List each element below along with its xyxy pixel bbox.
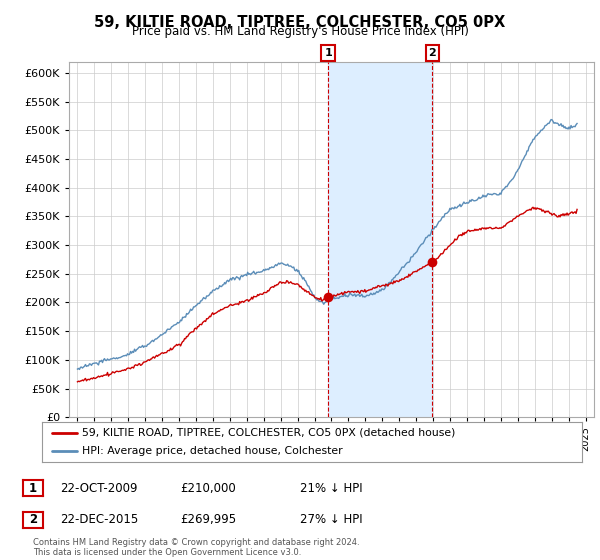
Text: 27% ↓ HPI: 27% ↓ HPI <box>300 513 362 526</box>
Text: 59, KILTIE ROAD, TIPTREE, COLCHESTER, CO5 0PX (detached house): 59, KILTIE ROAD, TIPTREE, COLCHESTER, CO… <box>83 428 456 437</box>
Text: 1: 1 <box>29 482 37 495</box>
Text: 2: 2 <box>29 513 37 526</box>
Text: 22-DEC-2015: 22-DEC-2015 <box>60 513 138 526</box>
Text: 22-OCT-2009: 22-OCT-2009 <box>60 482 137 495</box>
Text: 59, KILTIE ROAD, TIPTREE, COLCHESTER, CO5 0PX: 59, KILTIE ROAD, TIPTREE, COLCHESTER, CO… <box>94 15 506 30</box>
Text: £210,000: £210,000 <box>180 482 236 495</box>
Text: 2: 2 <box>428 48 436 58</box>
Text: Price paid vs. HM Land Registry's House Price Index (HPI): Price paid vs. HM Land Registry's House … <box>131 25 469 38</box>
Text: £269,995: £269,995 <box>180 513 236 526</box>
Bar <box>328 62 432 417</box>
Text: HPI: Average price, detached house, Colchester: HPI: Average price, detached house, Colc… <box>83 446 343 456</box>
Text: 21% ↓ HPI: 21% ↓ HPI <box>300 482 362 495</box>
Text: 1: 1 <box>324 48 332 58</box>
Text: Contains HM Land Registry data © Crown copyright and database right 2024.
This d: Contains HM Land Registry data © Crown c… <box>33 538 359 557</box>
